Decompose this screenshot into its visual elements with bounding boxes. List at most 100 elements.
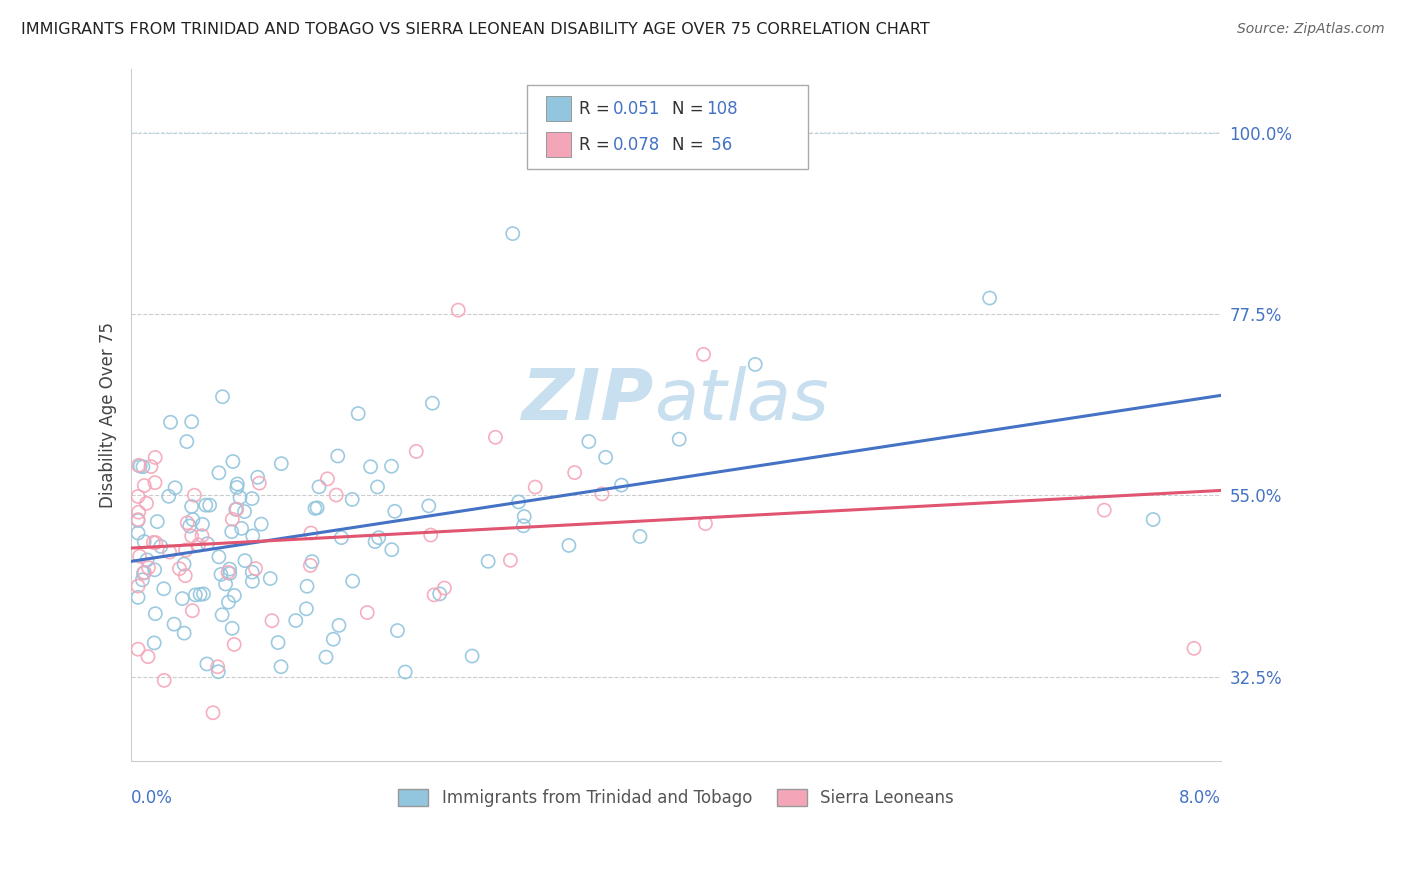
Text: ZIP: ZIP [522, 367, 654, 435]
Point [692, 347, 714, 361]
Point [217, 566, 239, 580]
Text: 0.078: 0.078 [613, 136, 661, 153]
Point [270, 457, 292, 471]
Point [197, 537, 219, 551]
Point [342, 574, 364, 588]
Point [330, 531, 353, 545]
Point [183, 488, 205, 502]
Point [224, 637, 246, 651]
Point [224, 589, 246, 603]
Point [422, 396, 444, 410]
Point [142, 535, 165, 549]
Point [132, 566, 155, 580]
Point [193, 587, 215, 601]
Point [1092, 503, 1115, 517]
Point [381, 542, 404, 557]
Point [127, 513, 149, 527]
Point [211, 390, 233, 404]
Point [270, 659, 292, 673]
Point [225, 480, 247, 494]
Point [143, 475, 166, 490]
Point [176, 516, 198, 530]
Point [195, 657, 218, 671]
Y-axis label: Disability Age Over 75: Disability Age Over 75 [100, 322, 117, 508]
Point [187, 538, 209, 552]
Point [180, 415, 202, 429]
Point [979, 291, 1001, 305]
Text: 0.0%: 0.0% [131, 789, 173, 806]
Point [423, 588, 446, 602]
Point [169, 562, 191, 576]
Point [326, 449, 349, 463]
Point [207, 660, 229, 674]
Point [188, 587, 211, 601]
Point [394, 665, 416, 679]
Point [209, 567, 232, 582]
Point [181, 513, 204, 527]
Point [246, 470, 269, 484]
Point [304, 501, 326, 516]
Point [628, 529, 651, 543]
Point [366, 480, 388, 494]
Point [143, 450, 166, 465]
Point [221, 621, 243, 635]
Point [225, 502, 247, 516]
Point [143, 563, 166, 577]
Point [134, 534, 156, 549]
Point [418, 499, 440, 513]
Point [198, 498, 221, 512]
Text: Source: ZipAtlas.com: Source: ZipAtlas.com [1237, 22, 1385, 37]
Point [477, 554, 499, 568]
Point [201, 706, 224, 720]
Point [180, 500, 202, 514]
Point [260, 614, 283, 628]
Point [240, 491, 263, 506]
Point [127, 526, 149, 541]
Point [502, 227, 524, 241]
Point [513, 509, 536, 524]
Point [211, 607, 233, 622]
Point [226, 477, 249, 491]
Point [360, 459, 382, 474]
Point [165, 481, 187, 495]
Point [173, 626, 195, 640]
Point [128, 458, 150, 473]
Point [558, 538, 581, 552]
Point [159, 545, 181, 559]
Text: 56: 56 [706, 136, 733, 153]
Point [134, 566, 156, 580]
Text: R =: R = [579, 136, 616, 153]
Point [179, 519, 201, 533]
Point [325, 488, 347, 502]
Point [128, 549, 150, 564]
Point [508, 495, 530, 509]
Point [184, 588, 207, 602]
Point [214, 577, 236, 591]
Point [127, 591, 149, 605]
Point [218, 562, 240, 576]
Point [578, 434, 600, 449]
Point [174, 543, 197, 558]
Point [668, 432, 690, 446]
Point [387, 624, 409, 638]
Point [191, 529, 214, 543]
Point [295, 602, 318, 616]
Point [380, 459, 402, 474]
Point [461, 648, 484, 663]
Point [512, 518, 534, 533]
Text: atlas: atlas [654, 367, 830, 435]
Point [340, 492, 363, 507]
Point [176, 434, 198, 449]
Point [307, 500, 329, 515]
Point [181, 604, 204, 618]
Point [145, 535, 167, 549]
Point [129, 459, 152, 474]
Point [364, 534, 387, 549]
Point [499, 553, 522, 567]
Point [127, 642, 149, 657]
Text: 108: 108 [706, 100, 737, 118]
Text: N =: N = [672, 136, 709, 153]
Point [259, 572, 281, 586]
Text: 8.0%: 8.0% [1180, 789, 1222, 806]
Point [610, 478, 633, 492]
